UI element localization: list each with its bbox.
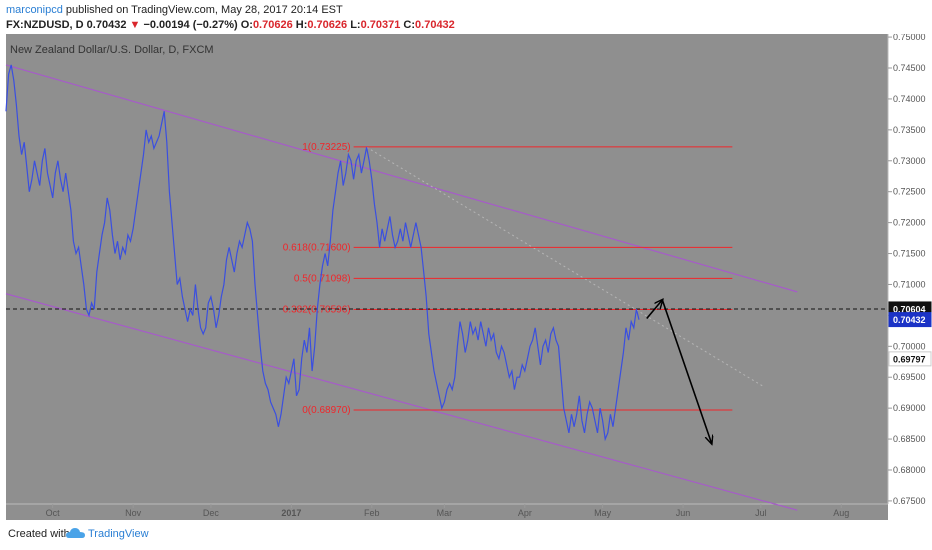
publish-line: marconipcd published on TradingView.com,… xyxy=(6,4,343,16)
x-tick-label: May xyxy=(594,508,612,518)
channel-line xyxy=(5,293,798,511)
x-tick-label: Jul xyxy=(755,508,767,518)
fibonacci-retracement[interactable]: 1(0.73225)0.618(0.71600)0.5(0.71098)0.38… xyxy=(283,142,733,416)
low-label: L: xyxy=(350,19,361,31)
published-text: published on TradingView.com, May 28, 20… xyxy=(65,4,343,16)
y-tick-label: 0.74500 xyxy=(893,63,926,73)
plot-area[interactable] xyxy=(6,34,888,520)
high-value: 0.70626 xyxy=(307,19,348,31)
y-tick-label: 0.69000 xyxy=(893,403,926,413)
close-value: 0.70432 xyxy=(415,19,455,31)
projection-arrows[interactable] xyxy=(646,299,712,443)
projection-arrow xyxy=(646,300,663,319)
y-tick-label: 0.72500 xyxy=(893,187,926,197)
x-tick-label: 2017 xyxy=(281,508,301,518)
price-chart[interactable]: New Zealand Dollar/U.S. Dollar, D, FXCM … xyxy=(0,34,932,520)
fib-level-label: 1(0.73225) xyxy=(302,142,350,153)
x-tick-label: Feb xyxy=(364,508,380,518)
x-tick-label: Oct xyxy=(46,508,61,518)
x-tick-label: Nov xyxy=(125,508,142,518)
x-tick-label: Jun xyxy=(676,508,691,518)
y-tick-label: 0.68500 xyxy=(893,434,926,444)
y-tick-label: 0.75000 xyxy=(893,34,926,42)
chart-header: marconipcd published on TradingView.com,… xyxy=(0,0,932,34)
fib-level-label: 0(0.68970) xyxy=(302,405,350,416)
trend-channel[interactable] xyxy=(5,64,798,511)
close-label: C: xyxy=(403,19,416,31)
y-tick-label: 0.74000 xyxy=(893,94,926,104)
y-tick-label: 0.69500 xyxy=(893,372,926,382)
x-tick-label: Apr xyxy=(518,508,532,518)
y-tick-label: 0.71000 xyxy=(893,279,926,289)
y-tick-label: 0.67500 xyxy=(893,496,926,506)
price-marker-label: 0.70604 xyxy=(893,304,926,314)
price-series-line xyxy=(5,64,640,442)
x-axis-ticks: Oct Nov Dec 2017 Feb Mar Apr May Jun Jul Aug xyxy=(46,504,849,518)
tradingview-brand[interactable]: TradingView xyxy=(88,528,149,540)
y-tick-label: 0.68000 xyxy=(893,465,926,475)
projection-arrow xyxy=(661,299,711,443)
chart-title: New Zealand Dollar/U.S. Dollar, D, FXCM xyxy=(10,44,214,56)
low-value: 0.70371 xyxy=(360,19,401,31)
price-marker-box xyxy=(888,312,932,328)
fib-level-label: 0.618(0.71600) xyxy=(283,242,351,253)
open-value: 0.70626 xyxy=(252,19,293,31)
last-price: 0.70432 xyxy=(86,19,127,31)
fib-level-label: 0.5(0.71098) xyxy=(294,273,351,284)
y-tick-label: 0.72000 xyxy=(893,218,926,228)
price-marker-label: 0.70432 xyxy=(893,315,926,325)
x-tick-label: Aug xyxy=(833,508,849,518)
author-link[interactable]: marconipcd xyxy=(6,4,63,16)
y-tick-label: 0.73500 xyxy=(893,125,926,135)
symbol: FX:NZDUSD, D xyxy=(6,19,84,31)
symbol-line: FX:NZDUSD, D 0.70432 ▼ −0.00194 (−0.27%)… xyxy=(6,19,455,31)
dotted-trend-line xyxy=(366,146,764,387)
price-axis[interactable] xyxy=(888,34,932,520)
down-triangle-icon: ▼ xyxy=(129,19,141,31)
x-tick-label: Mar xyxy=(437,508,453,518)
created-with-text: Created with xyxy=(8,528,70,540)
channel-line xyxy=(5,64,798,293)
open-label: O: xyxy=(240,19,253,31)
price-marker-box xyxy=(888,351,932,367)
y-tick-label: 0.70000 xyxy=(893,341,926,351)
price-change: −0.00194 (−0.27%) xyxy=(143,19,238,31)
y-tick-label: 0.71500 xyxy=(893,249,926,259)
footer: Created with TradingView xyxy=(0,520,932,550)
tradingview-cloud-icon xyxy=(66,528,85,538)
x-tick-label: Dec xyxy=(203,508,220,518)
price-marker-label: 0.69797 xyxy=(893,354,926,364)
high-label: H: xyxy=(295,19,308,31)
y-tick-label: 0.73000 xyxy=(893,156,926,166)
